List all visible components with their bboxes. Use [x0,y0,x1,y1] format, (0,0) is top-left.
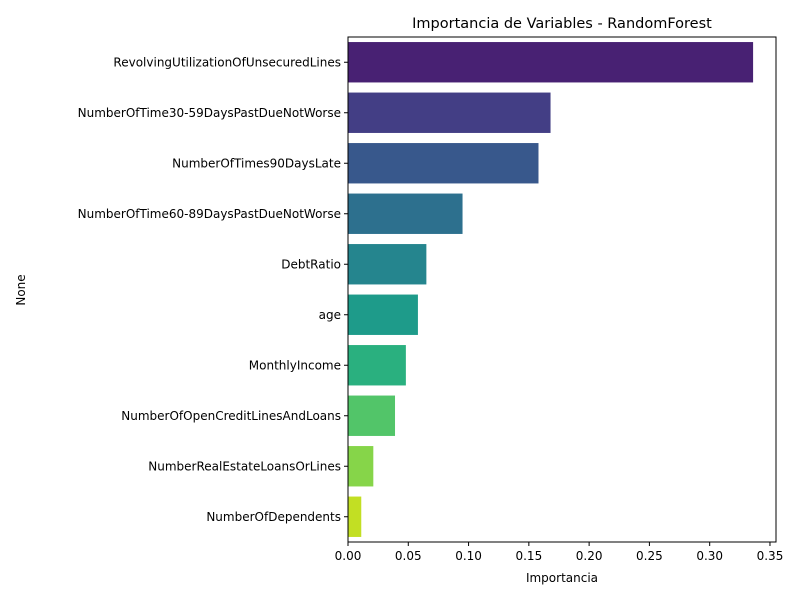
x-tick-label: 0.35 [757,549,784,563]
y-tick-label: NumberOfDependents [206,510,341,524]
x-tick-label: 0.00 [335,549,362,563]
x-tick-label: 0.30 [696,549,723,563]
bar [348,294,418,335]
x-tick-label: 0.20 [576,549,603,563]
axes-frame [347,36,777,543]
bar [348,193,463,234]
plot-area: RevolvingUtilizationOfUnsecuredLines Numb… [78,36,784,563]
bar [348,42,754,83]
x-tick-label: 0.10 [455,549,482,563]
y-tick-label: NumberOfTime60-89DaysPastDueNotWorse [78,207,341,221]
bar [348,446,374,487]
y-tick-label: NumberOfOpenCreditLinesAndLoans [121,409,341,423]
y-tick-label: DebtRatio [281,257,341,271]
y-tick-label: NumberOfTime30-59DaysPastDueNotWorse [78,106,341,120]
x-axis-label: Importancia [526,571,598,585]
y-tick-label: age [319,308,341,322]
bar [348,345,406,386]
bar [348,496,362,537]
y-axis-label: None [14,274,28,305]
y-tick-label: NumberRealEstateLoansOrLines [148,459,341,473]
y-tick-label: RevolvingUtilizationOfUnsecuredLines [113,55,341,69]
bar [348,92,551,133]
x-tick-label: 0.05 [395,549,422,563]
chart-title: Importancia de Variables - RandomForest [412,16,712,32]
bar [348,395,396,436]
x-tick-label: 0.25 [636,549,663,563]
y-tick-label: MonthlyIncome [249,358,341,372]
bar [348,143,539,184]
y-tick-label: NumberOfTimes90DaysLate [172,156,341,170]
x-tick-label: 0.15 [515,549,542,563]
bar [348,244,427,285]
